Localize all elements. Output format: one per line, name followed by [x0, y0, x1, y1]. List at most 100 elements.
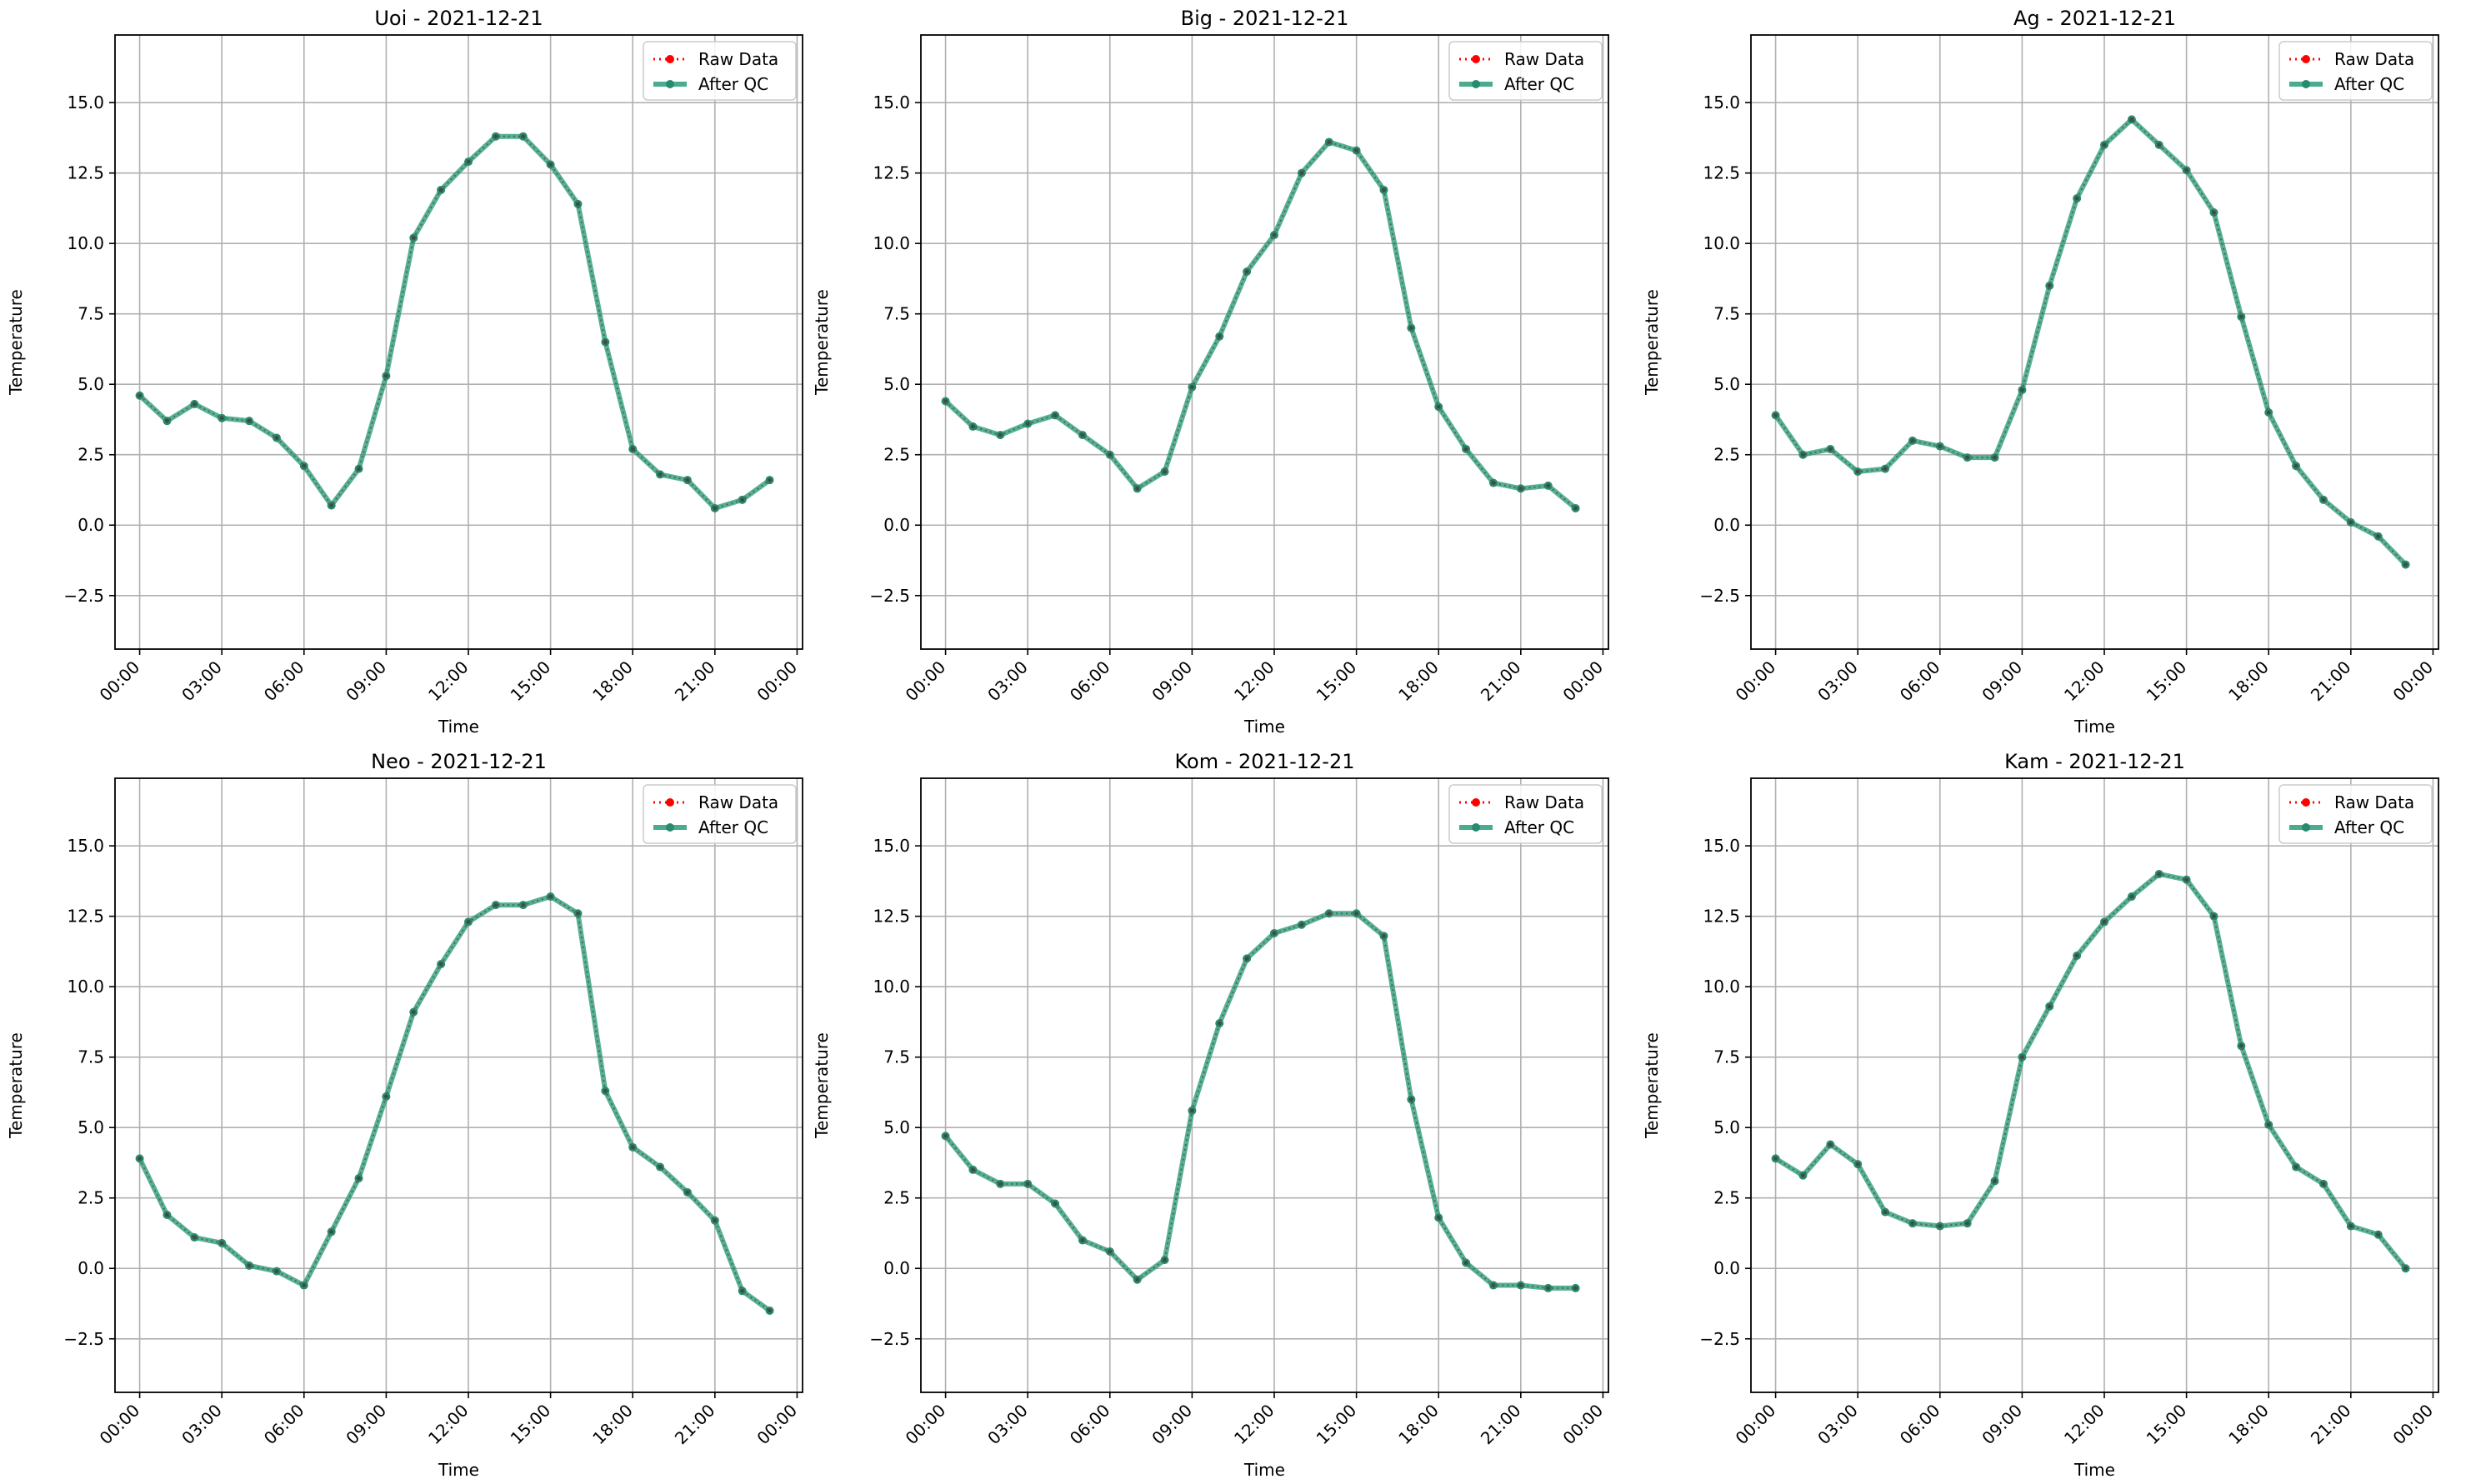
series-line-raw-data: [138, 135, 771, 510]
legend-marker-raw-data: [2302, 798, 2310, 807]
y-tick-label: 0.0: [78, 1258, 104, 1278]
raw-data-point: [548, 894, 553, 899]
raw-data-point: [2211, 914, 2216, 919]
x-axis-label: Time: [2073, 1460, 2115, 1480]
raw-data-point: [274, 1269, 279, 1274]
y-tick-label: −2.5: [63, 586, 104, 606]
raw-data-point: [1025, 1182, 1030, 1187]
raw-data-point: [1855, 1162, 1860, 1167]
raw-data-point: [192, 402, 197, 407]
y-axis-label: Temperature: [6, 289, 26, 396]
raw-data-point: [329, 503, 334, 508]
raw-data-point: [438, 187, 443, 192]
y-tick-label: 12.5: [67, 163, 104, 183]
raw-data-point: [970, 424, 975, 429]
raw-data-point: [329, 1229, 334, 1234]
raw-data-point: [1773, 1156, 1778, 1161]
raw-data-point: [1080, 432, 1085, 437]
legend-marker-after-qc: [666, 80, 674, 88]
raw-data-point: [1354, 911, 1359, 916]
raw-data-point: [1800, 452, 1805, 457]
raw-data-point: [1080, 1237, 1085, 1242]
raw-data-point: [768, 477, 773, 482]
raw-data-point: [383, 1094, 388, 1099]
y-axis-label: Temperature: [1642, 1032, 1662, 1139]
y-tick-label: 7.5: [78, 1047, 104, 1067]
raw-data-point: [438, 962, 443, 967]
raw-data-point: [1491, 1283, 1496, 1288]
subplot-6: −2.50.02.55.07.510.012.515.000:00 03:00 06…: [1642, 750, 2439, 1480]
y-tick-label: 12.5: [1703, 907, 1740, 927]
y-axis-label: Temperature: [1642, 289, 1662, 396]
x-axis-label: Time: [438, 717, 479, 737]
raw-data-point: [1518, 486, 1523, 491]
raw-data-point: [1217, 334, 1222, 339]
legend-marker-after-qc: [2302, 823, 2310, 832]
raw-data-point: [1828, 1142, 1833, 1147]
raw-data-point: [1910, 438, 1915, 443]
raw-data-point: [1773, 412, 1778, 417]
legend-marker-raw-data: [1472, 798, 1480, 807]
raw-data-point: [2184, 877, 2189, 882]
raw-data-point: [2266, 1122, 2271, 1127]
legend-marker-raw-data: [666, 55, 674, 63]
raw-data-point: [998, 1182, 1003, 1187]
legend-marker-after-qc: [1472, 80, 1480, 88]
y-tick-label: 5.0: [883, 374, 910, 394]
legend-label-raw-data: Raw Data: [2334, 792, 2414, 812]
y-tick-label: 2.5: [78, 445, 104, 465]
series-line-raw-data: [138, 895, 771, 1312]
y-tick-label: 7.5: [1713, 304, 1740, 324]
raw-data-point: [2129, 117, 2134, 122]
raw-data-point: [2238, 314, 2243, 319]
raw-data-point: [138, 1156, 143, 1161]
raw-data-point: [1163, 1257, 1168, 1262]
raw-data-point: [2157, 142, 2162, 147]
raw-data-point: [970, 1167, 975, 1172]
y-tick-label: 15.0: [873, 92, 910, 112]
raw-data-point: [713, 1218, 718, 1223]
raw-data-point: [302, 463, 307, 468]
y-tick-label: 7.5: [1713, 1047, 1740, 1067]
raw-data-point: [1135, 486, 1140, 491]
raw-data-point: [2348, 520, 2353, 525]
y-axis-label: Temperature: [812, 1032, 832, 1139]
raw-data-point: [2321, 497, 2326, 502]
raw-data-point: [219, 1241, 224, 1246]
subplot-title: Ag - 2021-12-21: [2013, 7, 2176, 30]
legend-label-raw-data: Raw Data: [698, 792, 778, 812]
raw-data-point: [2293, 1165, 2298, 1170]
raw-data-point: [1883, 1210, 1888, 1215]
raw-data-point: [2376, 534, 2381, 539]
y-tick-label: 7.5: [78, 304, 104, 324]
y-tick-label: 2.5: [78, 1188, 104, 1208]
subplot-title: Kam - 2021-12-21: [2004, 750, 2185, 773]
y-tick-label: 0.0: [1713, 1258, 1740, 1278]
legend: Raw Data After QC: [2278, 784, 2433, 844]
y-tick-label: 5.0: [78, 1117, 104, 1137]
y-tick-label: 15.0: [873, 836, 910, 856]
y-tick-label: 12.5: [1703, 163, 1740, 183]
raw-data-point: [411, 235, 416, 240]
raw-data-point: [1546, 483, 1551, 488]
raw-data-point: [1828, 447, 1833, 452]
series-line-raw-data: [944, 912, 1576, 1289]
raw-data-point: [1244, 269, 1249, 274]
legend-marker-raw-data: [666, 798, 674, 807]
subplot-title: Kom - 2021-12-21: [1175, 750, 1355, 773]
y-tick-label: 12.5: [67, 907, 104, 927]
raw-data-point: [1108, 452, 1113, 457]
raw-data-point: [1408, 1097, 1413, 1102]
legend-label-raw-data: Raw Data: [1504, 49, 1584, 69]
raw-data-point: [2019, 387, 2024, 392]
y-tick-label: 0.0: [883, 1258, 910, 1278]
raw-data-point: [943, 398, 948, 403]
raw-data-point: [1491, 481, 1496, 486]
raw-data-point: [2403, 1266, 2408, 1271]
y-tick-label: 7.5: [883, 1047, 910, 1067]
subplot-title: Big - 2021-12-21: [1181, 7, 1349, 30]
legend-label-after-qc: After QC: [698, 817, 768, 837]
raw-data-point: [575, 911, 580, 916]
raw-data-point: [1381, 187, 1386, 192]
legend: Raw Data After QC: [2278, 41, 2433, 101]
